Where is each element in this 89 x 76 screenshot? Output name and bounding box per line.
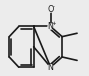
Text: -: - (53, 4, 55, 9)
Circle shape (48, 24, 53, 29)
Text: N: N (48, 63, 54, 72)
Circle shape (48, 7, 53, 12)
Text: +: + (52, 21, 56, 26)
Text: O: O (47, 5, 54, 14)
Circle shape (48, 65, 53, 70)
Text: N: N (48, 22, 54, 31)
